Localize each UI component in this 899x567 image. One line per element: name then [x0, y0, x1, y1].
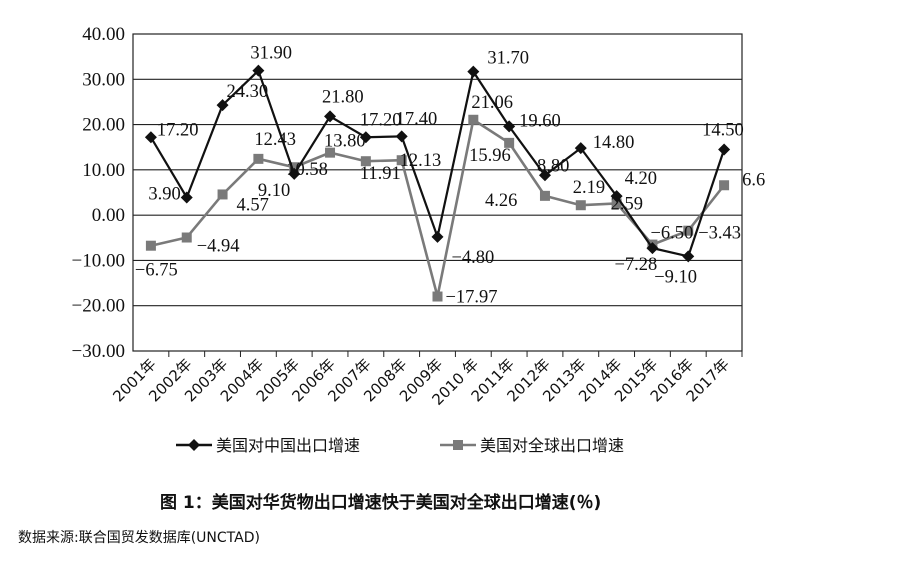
- data-label: 21.80: [322, 87, 364, 107]
- data-point: [719, 180, 730, 191]
- data-label: 4.26: [485, 191, 517, 211]
- data-point: [289, 162, 300, 173]
- data-point: [181, 232, 192, 243]
- data-label: −6.50: [650, 224, 693, 244]
- y-tick-label: 30.00: [82, 69, 125, 90]
- data-point: [288, 167, 301, 180]
- data-point: [468, 114, 479, 125]
- data-label: −3.43: [698, 224, 741, 244]
- data-point: [432, 291, 443, 302]
- data-label: 19.60: [519, 111, 561, 131]
- plot-frame: [132, 33, 743, 352]
- data-point: [575, 200, 586, 211]
- data-point: [539, 190, 550, 201]
- data-label: −17.97: [446, 288, 498, 308]
- data-point: [718, 143, 731, 156]
- data-label: −4.80: [452, 248, 495, 268]
- data-label: 10.58: [286, 160, 328, 180]
- legend-marker: [453, 440, 463, 450]
- data-label: 12.43: [254, 130, 296, 150]
- y-tick-label: −30.00: [72, 341, 125, 362]
- data-label: 17.40: [396, 109, 438, 129]
- data-label: 24.30: [227, 82, 269, 102]
- data-point: [252, 64, 265, 77]
- data-label: 14.80: [593, 133, 635, 153]
- data-label: 4.57: [237, 195, 269, 215]
- y-axis-ticks: 40.00 30.00 20.00 10.00 0.00 −10.00 −20.00 −30.…: [72, 24, 125, 362]
- data-point: [359, 131, 372, 144]
- data-point: [324, 110, 337, 123]
- data-point: [180, 191, 193, 204]
- legend-label: 美国对全球出口增速: [480, 436, 624, 455]
- data-point: [253, 153, 264, 164]
- data-label: 2.59: [611, 194, 643, 214]
- data-point: [503, 120, 516, 133]
- data-source: 数据来源:联合国贸发数据库(UNCTAD): [18, 530, 260, 546]
- data-label: 9.10: [258, 181, 290, 201]
- data-label: 17.20: [157, 120, 199, 140]
- y-tick-label: 10.00: [82, 160, 125, 181]
- data-point: [574, 142, 587, 155]
- data-point: [646, 242, 659, 255]
- data-labels-china: 17.203.9024.3031.909.1021.8017.2017.40−4…: [148, 44, 743, 288]
- data-label: 3.90: [148, 184, 180, 204]
- data-point: [144, 131, 157, 144]
- data-point: [504, 137, 515, 148]
- data-label: 21.06: [471, 93, 513, 113]
- data-label: 11.91: [360, 164, 401, 184]
- data-label: 17.20: [360, 110, 402, 130]
- data-label: −6.75: [135, 261, 178, 281]
- data-point: [325, 147, 336, 158]
- x-axis-ticks: 2001年2002年2003年2004年2005年2006年2007年2008年…: [109, 351, 743, 409]
- series-china-export-growth: [144, 64, 731, 263]
- data-label: −4.94: [197, 237, 240, 257]
- y-tick-label: 40.00: [82, 24, 125, 45]
- figure-caption: 图 1：美国对华货物出口增速快于美国对全球出口增速(％): [160, 493, 602, 513]
- data-label: 12.13: [400, 151, 442, 171]
- data-label: 8.80: [537, 156, 569, 176]
- data-point: [682, 250, 695, 263]
- data-point: [360, 156, 371, 167]
- data-label: 15.96: [469, 146, 511, 166]
- data-point: [396, 155, 407, 166]
- legend-marker: [188, 439, 200, 451]
- data-point: [538, 169, 551, 182]
- data-point: [145, 240, 156, 251]
- data-point: [216, 99, 229, 112]
- data-point: [431, 230, 444, 243]
- data-label: 4.20: [625, 169, 657, 189]
- data-point: [467, 65, 480, 78]
- data-point: [683, 225, 694, 236]
- data-point: [610, 190, 623, 203]
- data-label: 14.50: [702, 120, 744, 140]
- data-point: [395, 130, 408, 143]
- y-tick-label: −10.00: [72, 250, 125, 271]
- data-point: [217, 189, 228, 200]
- y-tick-label: 20.00: [82, 115, 125, 136]
- data-point: [611, 198, 622, 209]
- data-label: 31.70: [487, 49, 529, 69]
- data-label: 13.80: [324, 132, 366, 152]
- grid-lines: [133, 33, 742, 352]
- y-tick-label: 0.00: [92, 205, 125, 226]
- legend-label: 美国对中国出口增速: [216, 436, 360, 455]
- data-label: 31.90: [250, 44, 292, 64]
- data-label: 2.19: [573, 178, 605, 198]
- data-label: −9.10: [654, 267, 697, 287]
- legend: 美国对中国出口增速 美国对全球出口增速: [176, 436, 624, 455]
- y-tick-label: −20.00: [72, 296, 125, 317]
- data-label: −7.28: [614, 255, 657, 275]
- data-label: 6.6: [742, 170, 765, 190]
